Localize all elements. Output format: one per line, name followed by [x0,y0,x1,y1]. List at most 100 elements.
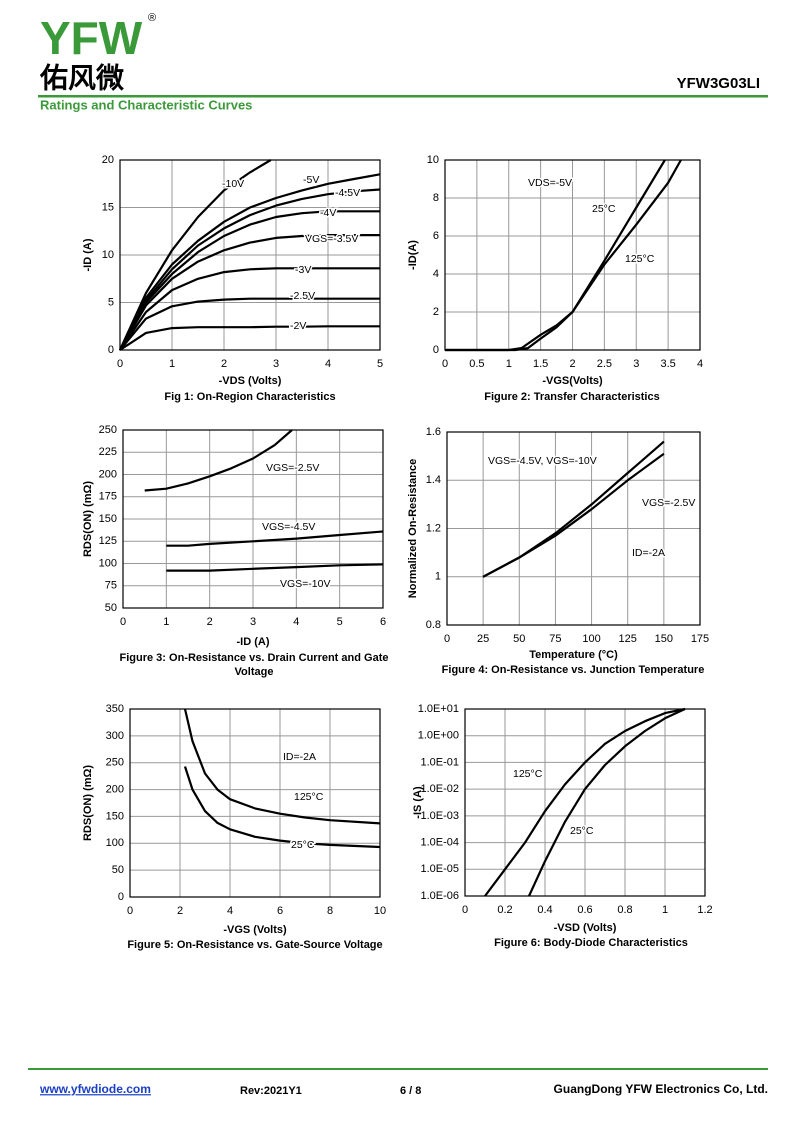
y-tick-label: 350 [106,703,124,715]
x-tick-label: 1 [662,904,668,916]
series-label: VGS=-4.5V, VGS=-10V [488,455,597,467]
series-label: -2V [290,320,306,332]
curve [119,210,380,351]
x-tick-label: 3.5 [660,358,675,370]
x-tick-label: 1 [506,358,512,370]
x-tick-label: 0.2 [497,904,512,916]
curve [144,429,293,492]
series-label: 125°C [294,791,324,803]
y-axis-label: RDS(ON) (mΩ) [82,765,94,841]
curve [482,452,665,578]
series-label: 25°C [570,825,594,837]
x-tick-label: 150 [655,633,673,645]
y-tick-label: 1.0E-01 [420,756,459,768]
y-tick-label: 150 [99,513,117,525]
plot-border [122,429,384,609]
x-tick-label: 125 [619,633,637,645]
caption: Figure 4: On-Resistance vs. Junction Tem… [441,664,705,676]
y-tick-label: 100 [106,837,124,849]
y-tick-label: 0 [118,891,124,903]
x-tick-label: 6 [380,616,386,628]
y-tick-label: 1.0E+01 [418,703,459,715]
series-label: VGS=-10V [280,578,331,590]
curve [166,563,384,572]
series-label: -5V [303,174,319,186]
y-tick-label: 0 [433,344,439,356]
annotation: ID=-2A [632,547,665,559]
x-tick-label: 1.2 [697,904,712,916]
plot-border [446,431,701,626]
x-tick-label: 5 [377,358,383,370]
footer-url[interactable]: www.yfwdiode.com [39,1082,151,1096]
x-tick-label: 4 [325,358,331,370]
y-tick-label: 15 [102,201,114,213]
x-tick-label: 4 [293,616,299,628]
logo-cn: 佑风微 [39,62,124,93]
footer-rev: Rev:2021Y1 [240,1085,302,1097]
x-tick-label: 5 [337,616,343,628]
curve [183,766,381,849]
x-tick-label: 0 [442,358,448,370]
caption-box: Fig 1: On-Region Characteristics [164,391,336,403]
series-label: VGS=-2.5V [642,497,695,509]
y-tick-label: 75 [105,580,117,592]
y-tick-label: 10 [427,154,439,166]
x-tick-label: 0.4 [537,904,552,916]
series-label: -4V [320,207,336,219]
y-tick-label: 200 [106,783,124,795]
plot-border [464,708,706,897]
curve [119,188,381,351]
x-tick-label: 3 [273,358,279,370]
series-label: -10V [222,178,244,190]
caption-box: Figure 6: Body-Diode Characteristics [494,937,688,949]
plot-area [130,709,380,897]
x-tick-label: 0 [127,905,133,917]
y-tick-label: 20 [102,154,114,166]
y-tick-label: 150 [106,810,124,822]
x-tick-label: 2 [569,358,575,370]
x-tick-label: 0 [120,616,126,628]
caption-box: Figure 5: On-Resistance vs. Gate-Source … [127,939,382,951]
y-tick-label: 50 [112,864,124,876]
curve [119,297,380,351]
series-label: -2.5V [290,290,315,302]
y-tick-label: 1.0E-02 [420,783,459,795]
x-axis-label: -VGS (Volts) [223,924,287,936]
y-tick-label: 10 [102,249,114,261]
y-axis-label: -IS (A) [412,786,424,819]
curve [183,708,381,825]
y-tick-label: 100 [99,557,117,569]
x-tick-label: 50 [513,633,525,645]
footer-company: GuangDong YFW Electronics Co, Ltd. [554,1082,768,1096]
y-tick-label: 4 [433,268,439,280]
x-tick-label: 25 [477,633,489,645]
logo: YFW [40,12,143,64]
x-tick-label: 4 [697,358,703,370]
x-axis-label: -VSD (Volts) [554,922,617,934]
x-tick-label: 6 [277,905,283,917]
y-tick-label: 0.8 [426,619,441,631]
y-tick-label: 2 [433,306,439,318]
section-title: Ratings and Characteristic Curves [40,97,252,112]
plot-border [129,708,381,898]
x-axis-label: -VGS(Volts) [542,375,603,387]
footer-rule [28,1068,768,1070]
caption-box: Figure 3: On-Resistance vs. Drain Curren… [120,652,389,678]
x-tick-label: 0 [444,633,450,645]
curve [119,325,380,351]
caption: Figure 6: Body-Diode Characteristics [494,937,688,949]
x-tick-label: 100 [582,633,600,645]
caption-box: Figure 4: On-Resistance vs. Junction Tem… [441,664,705,676]
part-number: YFW3G03LI [677,75,760,92]
y-tick-label: 0 [108,344,114,356]
annotation: VDS=-5V [528,177,572,189]
y-tick-label: 250 [106,757,124,769]
curve [484,707,686,897]
logo-mark: ® [148,12,156,24]
caption: Fig 1: On-Region Characteristics [164,391,336,403]
y-tick-label: 175 [99,491,117,503]
y-tick-label: 1 [435,571,441,583]
y-tick-label: 1.0E-06 [420,890,459,902]
x-tick-label: 3 [250,616,256,628]
y-tick-label: 200 [99,468,117,480]
